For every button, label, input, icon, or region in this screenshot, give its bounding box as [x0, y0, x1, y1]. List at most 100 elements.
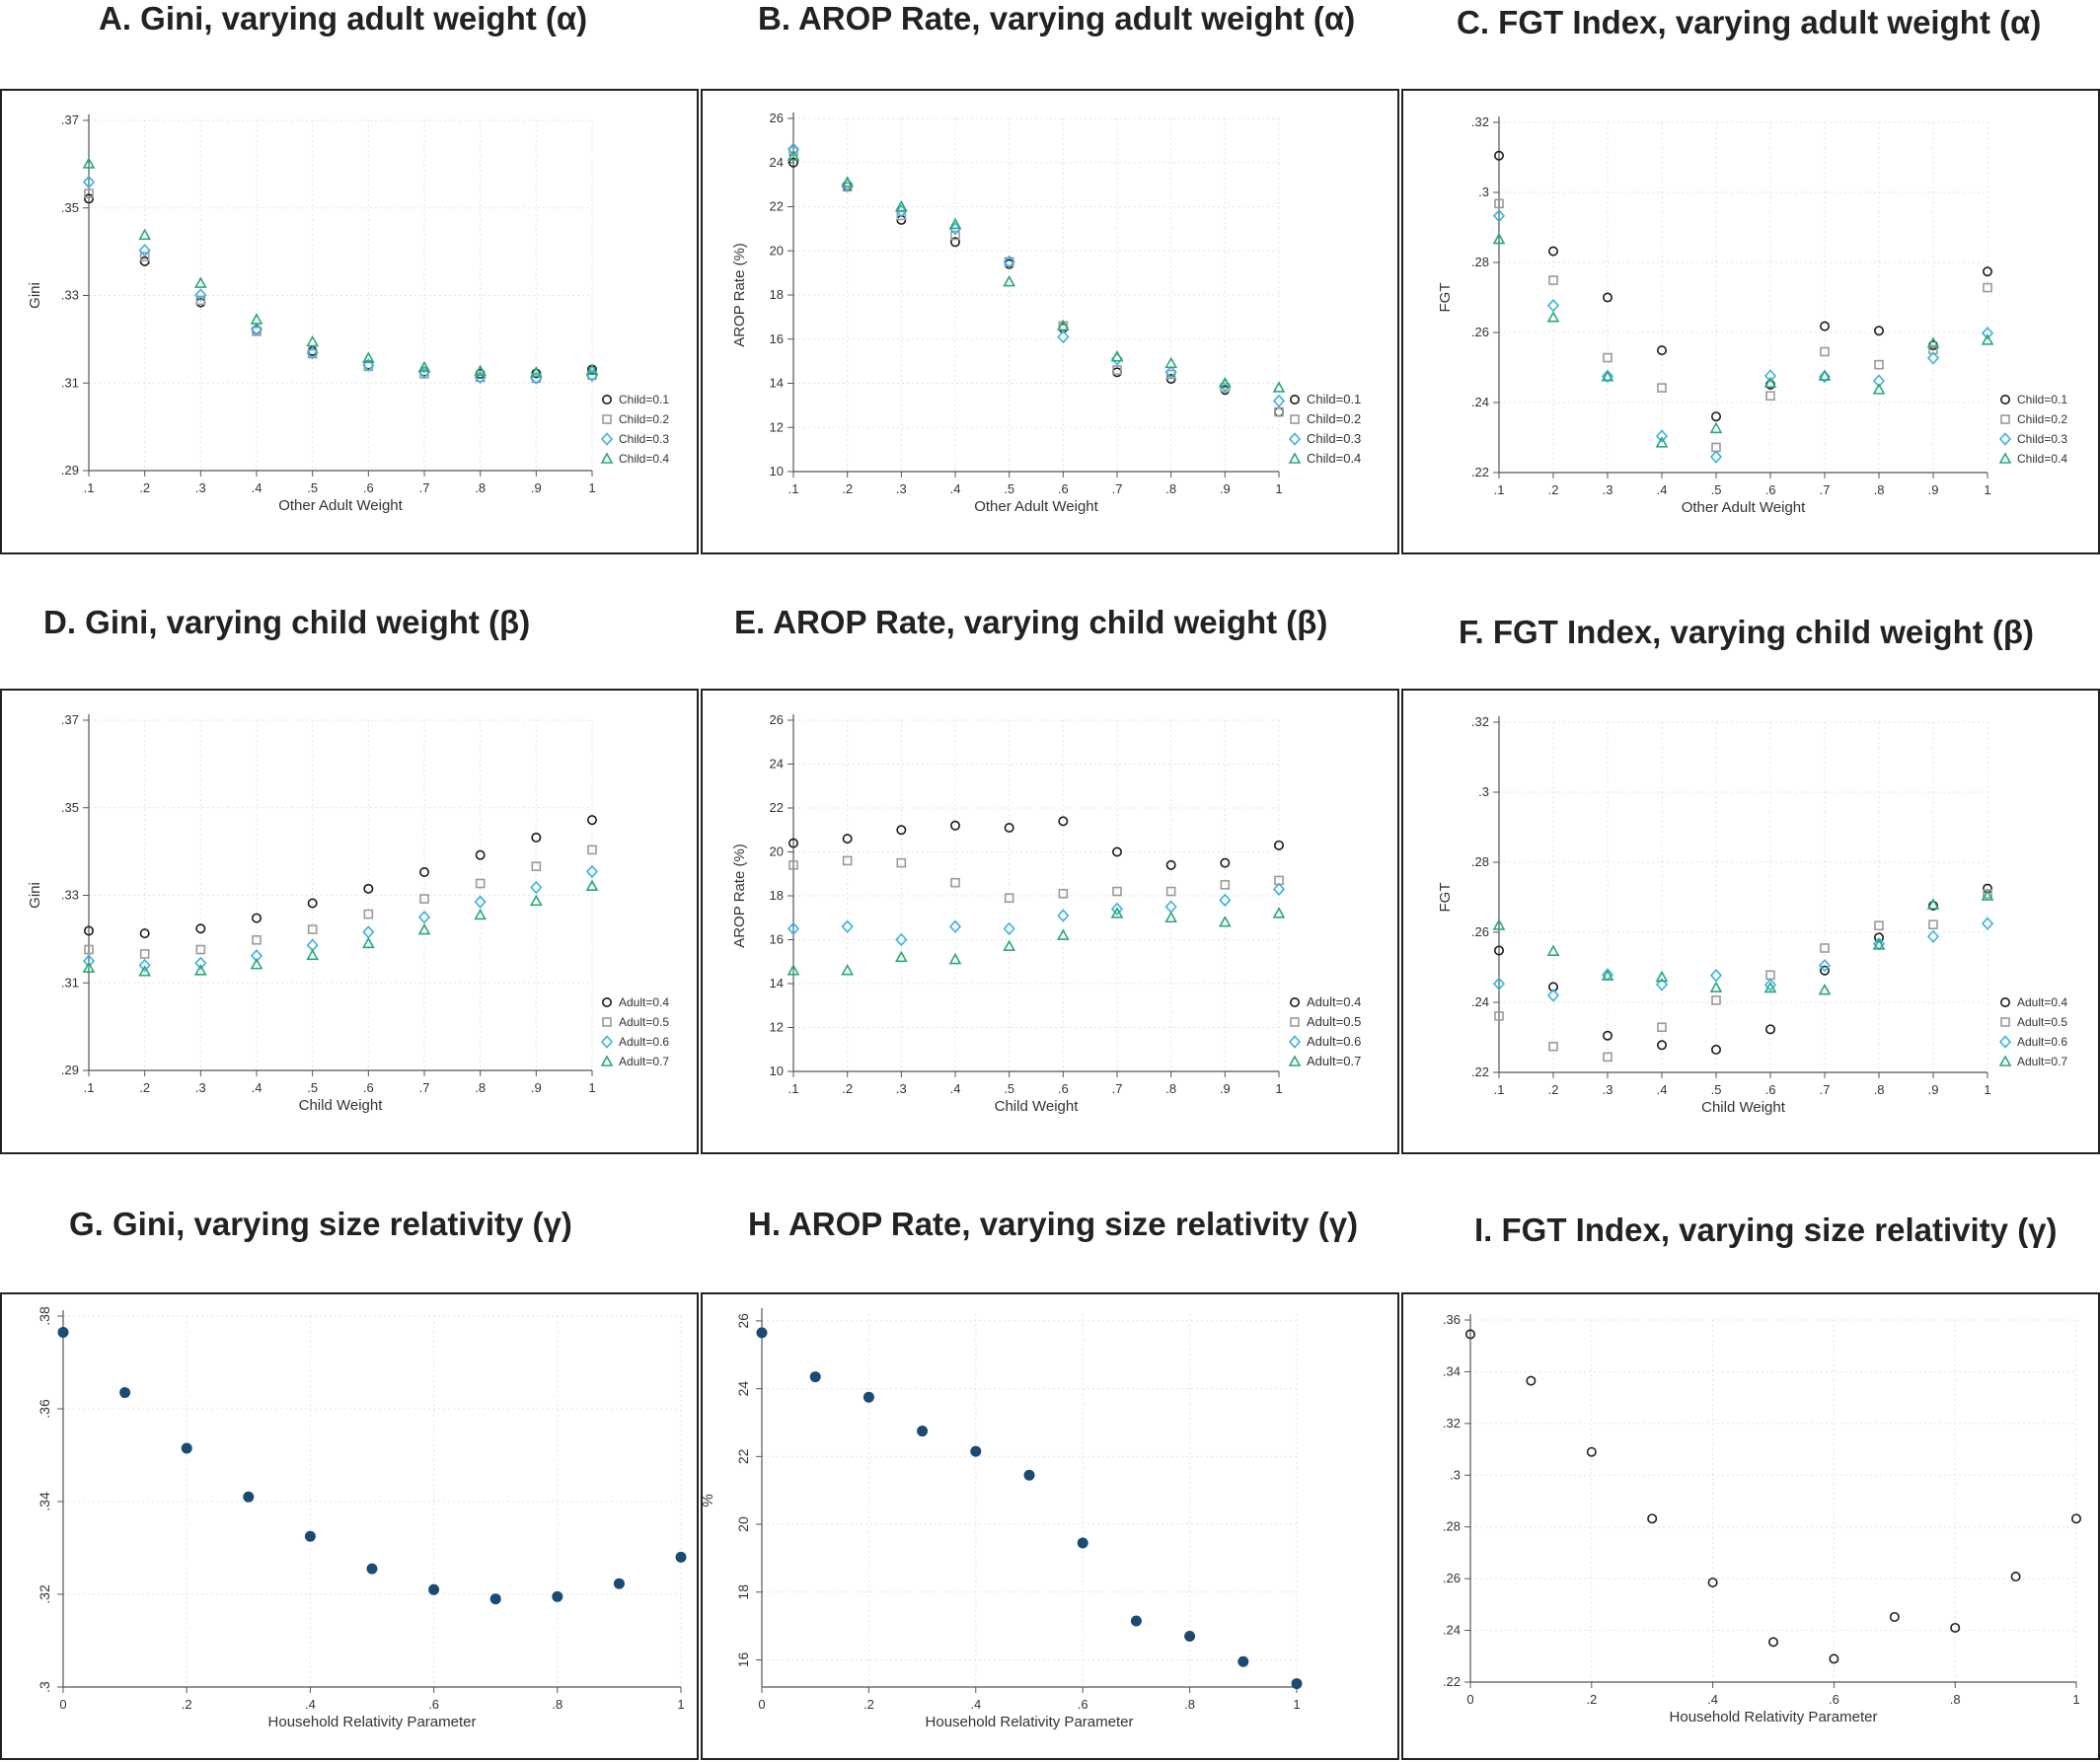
series-2 [84, 188, 597, 384]
data-point [139, 928, 150, 939]
x-axis-label: Child Weight [1701, 1099, 1786, 1116]
data-point [1057, 909, 1070, 922]
legend-marker [1289, 394, 1300, 404]
series-2 [1494, 198, 1992, 453]
data-point [1272, 394, 1286, 408]
data-point [304, 1530, 316, 1542]
data-point [1709, 981, 1723, 992]
data-point [1464, 1329, 1475, 1340]
x-tick-label: .2 [1548, 482, 1559, 497]
x-tick-label: .1 [788, 481, 799, 496]
y-tick-label: .3 [1478, 184, 1489, 199]
data-point [1056, 319, 1070, 331]
y-tick-label: 14 [770, 376, 784, 391]
data-point [1707, 1578, 1718, 1588]
chart-i: .22 .24 .26 .28 .3 .32 .34 .36 0 .2 .4 .6 .8 1 Househo… [1443, 1312, 2081, 1725]
data-point [1164, 356, 1178, 369]
x-axis-label: Child Weight [995, 1098, 1080, 1115]
x-tick-label: .1 [84, 1080, 95, 1095]
data-point [1819, 321, 1830, 331]
chart-panel-e: 10 12 14 16 18 20 22 24 26 .1 .2 .3 .4 .5 .6 .7 .8 .9 1 Chi… [701, 689, 1399, 1154]
data-point [756, 1327, 768, 1339]
legend-label: Child=0.3 [1307, 431, 1361, 446]
legend-marker [601, 394, 612, 404]
legend-marker [600, 452, 614, 464]
chart-c: .22 .24 .26 .28 .3 .32 .1 .2 .3 .4 .5 .6 .7 .8 .9 1 Othe… [1437, 114, 2067, 516]
data-point [1829, 1653, 1839, 1664]
data-point [1220, 857, 1231, 868]
data-point [1767, 1637, 1778, 1648]
data-point [1274, 406, 1284, 417]
data-point [475, 849, 486, 860]
data-point [1238, 1655, 1249, 1667]
data-point [1647, 1513, 1658, 1524]
y-tick-label: 12 [770, 1020, 784, 1035]
y-axis-label: Gini [27, 882, 43, 909]
y-tick-label: 24 [770, 757, 784, 771]
data-point [1023, 1469, 1035, 1481]
data-point [788, 157, 799, 168]
x-tick-label: .9 [531, 480, 542, 495]
x-tick-label: .6 [1058, 1081, 1069, 1096]
chart-panel-a: .29 .31 .33 .35 .37 .1 .2 .3 .4 .5 .6 .7 .8 .9 1 Other … [0, 89, 699, 554]
x-axis-label: Other Adult Weight [278, 497, 403, 514]
x-tick-label: .8 [552, 1697, 562, 1712]
series-1 [84, 815, 597, 939]
data-point [787, 149, 800, 161]
data-point [362, 358, 375, 372]
data-point [950, 820, 961, 831]
x-tick-label: .4 [970, 1697, 981, 1712]
x-tick-label: .3 [896, 1081, 907, 1096]
data-point [1872, 383, 1886, 395]
legend-marker [600, 432, 614, 446]
data-point [2070, 1513, 2081, 1524]
data-point [1981, 333, 1994, 345]
series-3 [787, 142, 1286, 408]
data-point [1765, 391, 1775, 402]
y-tick-label: 24 [770, 155, 784, 170]
x-tick-label: .5 [1004, 481, 1014, 496]
data-point [1603, 1052, 1612, 1063]
data-point [1818, 370, 1832, 384]
y-tick-label: 16 [770, 932, 784, 947]
data-point [1928, 919, 1938, 929]
panel-title-f: F. FGT Index, varying child weight (β) [1459, 614, 2035, 650]
data-point [1981, 327, 1994, 340]
data-point [1982, 266, 1992, 277]
data-point [119, 1387, 131, 1399]
x-tick-label: .4 [252, 1080, 262, 1095]
y-tick-label: .36 [1443, 1312, 1461, 1327]
legend-marker [600, 1035, 614, 1049]
data-point [1110, 350, 1124, 362]
data-point [1526, 1375, 1537, 1386]
x-tick-label: 1 [2072, 1692, 2079, 1707]
data-point [1981, 889, 1994, 901]
data-point [1601, 369, 1614, 384]
x-tick-label: .9 [1928, 482, 1939, 497]
data-point [1709, 968, 1723, 983]
data-point [1601, 969, 1614, 981]
y-axis-label: % [703, 1494, 716, 1506]
legend-label: Child=0.1 [1307, 392, 1361, 406]
data-point [1982, 883, 1992, 894]
data-point [82, 175, 96, 189]
legend-label: Adult=0.4 [1307, 994, 1361, 1009]
data-point [1711, 995, 1721, 1005]
data-point [1603, 1030, 1613, 1041]
x-tick-label: .8 [1874, 482, 1885, 497]
data-point [1874, 359, 1884, 370]
panel-title-g: G. Gini, varying size relativity (γ) [69, 1206, 572, 1242]
series-1 [756, 1327, 1303, 1690]
x-tick-label: 0 [1466, 1692, 1473, 1707]
data-point [1657, 1022, 1667, 1033]
series-4 [1492, 889, 1994, 995]
chart-f: .22 .24 .26 .28 .3 .32 .1 .2 .3 .4 .5 .6 .7 .8 .9 1 Chil… [1437, 714, 2067, 1116]
x-tick-label: .3 [195, 1080, 206, 1095]
x-tick-label: 1 [588, 480, 595, 495]
y-tick-label: .24 [1471, 994, 1489, 1009]
data-point [1603, 292, 1613, 303]
x-tick-label: .9 [1928, 1082, 1939, 1097]
data-point [243, 1491, 255, 1503]
data-point [1546, 989, 1560, 1002]
x-tick-label: .4 [950, 1081, 961, 1096]
